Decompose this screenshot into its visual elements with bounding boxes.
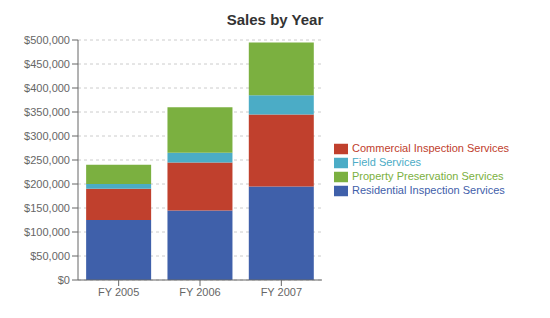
svg-text:$250,000: $250,000 bbox=[24, 154, 70, 166]
svg-text:FY 2007: FY 2007 bbox=[261, 286, 302, 298]
svg-text:$150,000: $150,000 bbox=[24, 202, 70, 214]
svg-text:$500,000: $500,000 bbox=[24, 34, 70, 46]
html-text:Property Preservation Services: Property Preservation Services bbox=[352, 170, 504, 182]
svg-text:FY 2006: FY 2006 bbox=[179, 286, 220, 298]
html-text:Commercial Inspection Services: Commercial Inspection Services bbox=[352, 141, 510, 154]
svg-text:$200,000: $200,000 bbox=[24, 178, 70, 190]
html-text:Sales by Year: Sales by Year bbox=[226, 11, 324, 28]
svg-text:$450,000: $450,000 bbox=[24, 58, 70, 70]
svg-text:$0: $0 bbox=[58, 274, 70, 286]
svg-text:FY 2005: FY 2005 bbox=[98, 286, 139, 298]
svg-text:$300,000: $300,000 bbox=[24, 130, 70, 142]
svg-text:$400,000: $400,000 bbox=[24, 82, 70, 94]
svg-text:$50,000: $50,000 bbox=[30, 250, 70, 262]
html-text:Field Services: Field Services bbox=[352, 155, 422, 168]
html-text:Residential Inspection Service: Residential Inspection Services bbox=[352, 184, 505, 197]
svg-text:$350,000: $350,000 bbox=[24, 106, 70, 118]
svg-text:$100,000: $100,000 bbox=[24, 226, 70, 238]
